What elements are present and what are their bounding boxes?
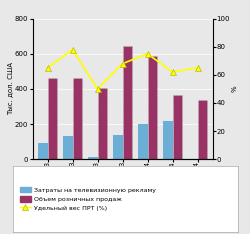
Bar — [148, 56, 157, 159]
Bar — [98, 88, 107, 159]
Bar — [48, 77, 57, 159]
Bar — [113, 135, 122, 159]
Bar — [122, 46, 132, 159]
Bar — [72, 78, 82, 159]
Legend: Затраты на телевизионную рекламу, Объем розничных продаж, Удельный вес ПРТ (%): Затраты на телевизионную рекламу, Объем … — [18, 185, 158, 213]
Y-axis label: Тыс. дол. США: Тыс. дол. США — [8, 62, 14, 115]
Y-axis label: %: % — [232, 86, 237, 92]
Bar — [138, 124, 147, 159]
Bar — [63, 136, 72, 159]
Bar — [88, 157, 98, 159]
Bar — [198, 100, 207, 159]
Bar — [172, 95, 182, 159]
Bar — [163, 121, 172, 159]
Bar — [38, 143, 48, 159]
